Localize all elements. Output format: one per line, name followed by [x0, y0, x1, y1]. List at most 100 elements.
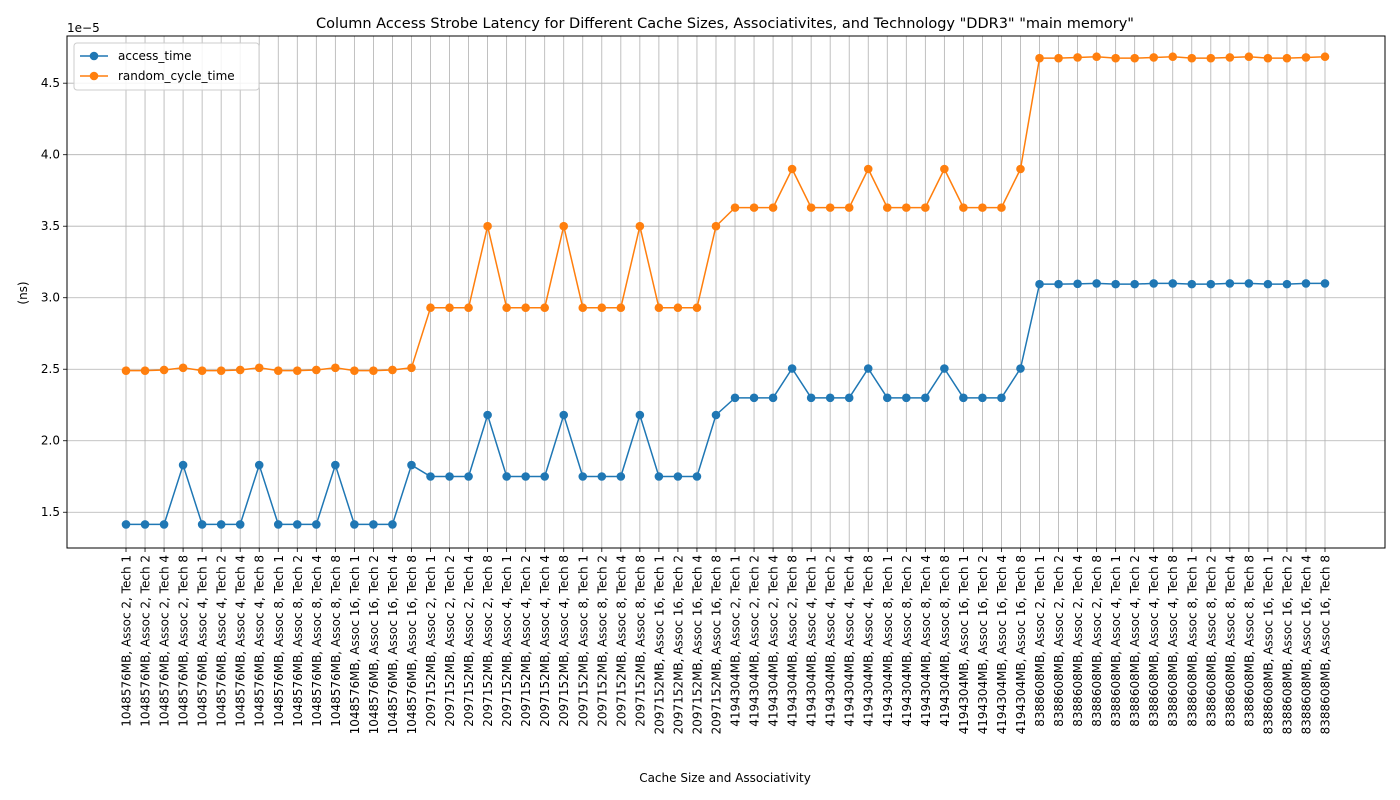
data-point [483, 221, 492, 231]
x-tick-label: 1048576MB, Assoc 8, Tech 1 [272, 555, 286, 727]
x-tick-label: 2097152MB, Assoc 2, Tech 1 [424, 555, 438, 727]
data-point [312, 520, 321, 529]
data-point [1073, 279, 1082, 289]
data-point [597, 472, 607, 481]
y-tick-label: 1.5 [41, 505, 60, 519]
series-line [126, 55, 1326, 372]
series-random_cycle_time [121, 52, 1330, 375]
x-tick-label: 8388608MB, Assoc 8, Tech 1 [1185, 555, 1199, 727]
data-point [1035, 279, 1044, 289]
data-point [692, 303, 702, 313]
x-tick-label: 8388608MB, Assoc 16, Tech 4 [1299, 555, 1313, 734]
x-tick-label: 8388608MB, Assoc 8, Tech 4 [1223, 555, 1237, 727]
data-point [921, 393, 930, 403]
data-point [140, 520, 150, 529]
x-tick-label: 2097152MB, Assoc 4, Tech 1 [500, 555, 514, 727]
x-tick-label: 8388608MB, Assoc 16, Tech 8 [1319, 555, 1333, 734]
data-point [254, 363, 264, 373]
x-tick-label: 4194304MB, Assoc 4, Tech 1 [805, 555, 819, 727]
data-point [1092, 279, 1101, 288]
data-point [806, 203, 816, 212]
data-point [292, 366, 302, 375]
chart-title: Column Access Strobe Latency for Differe… [316, 16, 1134, 32]
data-point [921, 203, 930, 212]
x-tick-label: 8388608MB, Assoc 4, Tech 1 [1109, 555, 1123, 727]
y-axis-label: (ns) [16, 281, 30, 304]
data-point [673, 472, 683, 481]
x-tick-label: 1048576MB, Assoc 2, Tech 2 [139, 555, 153, 727]
data-point [197, 520, 207, 529]
data-point [559, 410, 569, 420]
data-point [616, 472, 626, 481]
data-point [1111, 53, 1120, 63]
x-tick-label: 2097152MB, Assoc 2, Tech 8 [481, 555, 495, 727]
data-point [654, 303, 664, 313]
x-tick-label: 8388608MB, Assoc 4, Tech 4 [1147, 555, 1161, 727]
x-tick-label: 8388608MB, Assoc 2, Tech 2 [1052, 555, 1066, 727]
x-tick-label: 8388608MB, Assoc 16, Tech 1 [1261, 555, 1275, 734]
x-tick-label: 8388608MB, Assoc 2, Tech 4 [1071, 555, 1085, 727]
x-tick-label: 8388608MB, Assoc 2, Tech 8 [1090, 555, 1104, 727]
x-tick-label: 1048576MB, Assoc 4, Tech 1 [196, 555, 210, 727]
data-point [654, 472, 664, 481]
data-point [559, 221, 569, 231]
data-point [388, 365, 397, 375]
data-point [578, 303, 588, 313]
data-point [312, 365, 321, 375]
data-point [1187, 279, 1197, 289]
data-point [159, 365, 169, 375]
data-point [502, 303, 511, 313]
data-point [902, 393, 911, 403]
series-access_time [121, 279, 1330, 529]
y-tick-label: 4.5 [41, 76, 60, 90]
data-point [1016, 164, 1025, 174]
data-point [1016, 364, 1025, 373]
x-tick-label: 1048576MB, Assoc 2, Tech 4 [158, 555, 172, 727]
data-point [540, 303, 549, 313]
legend-box [73, 42, 260, 91]
data-point [825, 203, 835, 212]
data-point [331, 460, 340, 470]
data-point [1130, 279, 1139, 289]
x-tick-label: 4194304MB, Assoc 16, Tech 8 [1014, 555, 1028, 734]
data-point [331, 363, 340, 373]
data-point [959, 393, 968, 403]
y-tick-label: 4.0 [41, 148, 60, 162]
data-point [521, 303, 530, 313]
data-point [464, 303, 473, 313]
legend-label: random_cycle_time [118, 69, 235, 83]
data-point [978, 203, 987, 212]
x-tick-label: 4194304MB, Assoc 2, Tech 4 [767, 555, 781, 727]
data-point [768, 393, 778, 403]
data-point [1187, 53, 1197, 63]
data-point [1301, 53, 1311, 62]
x-tick-label: 2097152MB, Assoc 16, Tech 4 [690, 555, 704, 734]
data-point [502, 472, 511, 481]
data-point [388, 520, 397, 529]
x-axis-label: Cache Size and Associativity [639, 771, 811, 785]
data-point [787, 164, 797, 174]
data-point [1206, 53, 1216, 63]
data-point [1320, 279, 1330, 288]
data-point [254, 460, 264, 470]
data-point [1054, 279, 1063, 289]
data-point [1035, 53, 1044, 63]
x-tick-label: 2097152MB, Assoc 4, Tech 4 [538, 555, 552, 727]
x-tick-label: 2097152MB, Assoc 2, Tech 2 [443, 555, 457, 727]
x-tick-label: 2097152MB, Assoc 8, Tech 1 [576, 555, 590, 727]
data-point [464, 472, 473, 481]
data-point [178, 363, 188, 373]
data-point [350, 520, 359, 529]
data-point [178, 460, 188, 470]
data-point [292, 520, 302, 529]
x-tick-label: 2097152MB, Assoc 16, Tech 1 [652, 555, 666, 734]
x-tick-label: 1048576MB, Assoc 8, Tech 4 [310, 555, 324, 727]
data-point [1149, 53, 1159, 62]
data-point [369, 366, 378, 375]
x-tick-label: 1048576MB, Assoc 4, Tech 2 [215, 555, 229, 727]
data-point [692, 472, 702, 481]
x-tick-label: 8388608MB, Assoc 16, Tech 2 [1280, 555, 1294, 734]
data-point [959, 203, 968, 212]
data-point [711, 221, 721, 231]
data-point [1320, 52, 1330, 62]
